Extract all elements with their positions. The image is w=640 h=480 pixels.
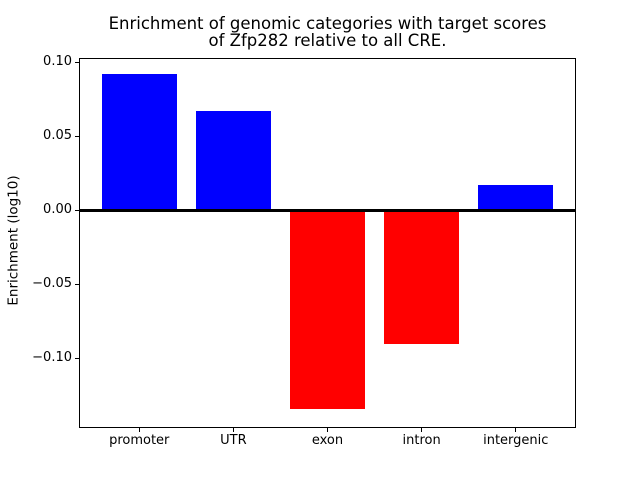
y-axis-label: Enrichment (log10) xyxy=(5,175,22,306)
x-tick-mark xyxy=(421,428,423,432)
x-tick-mark xyxy=(515,428,517,432)
x-tick-label-UTR: UTR xyxy=(220,433,247,448)
y-tick-mark xyxy=(75,283,79,285)
x-tick-mark xyxy=(138,428,140,432)
chart-title-line1: Enrichment of genomic categories with ta… xyxy=(108,14,547,33)
x-tick-label-exon: exon xyxy=(311,433,344,448)
x-tick-label-intron: intron xyxy=(402,433,441,448)
y-tick-label: 0.05 xyxy=(43,128,72,144)
x-tick-mark xyxy=(232,428,234,432)
x-tick-mark xyxy=(327,428,328,432)
bar-intergenic xyxy=(478,185,554,211)
y-tick-label: 0.00 xyxy=(43,202,72,218)
y-tick-label: −0.10 xyxy=(32,350,72,366)
y-tick-mark xyxy=(75,357,79,359)
chart-title: Enrichment of genomic categories with ta… xyxy=(79,15,576,49)
plot-area xyxy=(79,58,576,428)
zero-line xyxy=(80,208,575,212)
y-tick-label: −0.05 xyxy=(32,276,72,292)
bar-promoter xyxy=(101,74,177,211)
y-tick-label: 0.10 xyxy=(43,54,72,70)
chart-title-line2: of Zfp282 relative to all CRE. xyxy=(208,31,447,50)
bar-UTR xyxy=(195,111,272,211)
y-tick-mark xyxy=(75,61,79,63)
y-tick-mark xyxy=(75,209,79,211)
bar-intron xyxy=(383,210,460,344)
x-tick-label-promoter: promoter xyxy=(109,433,170,448)
y-tick-mark xyxy=(75,135,79,137)
x-tick-label-intergenic: intergenic xyxy=(483,433,549,448)
bar-exon xyxy=(289,210,366,409)
